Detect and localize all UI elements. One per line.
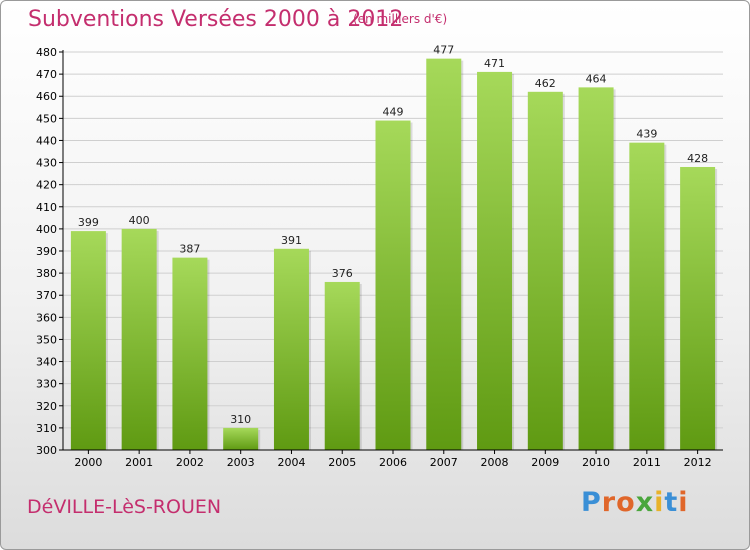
- logo-letter: o: [616, 487, 636, 518]
- logo-letter: t: [664, 487, 679, 518]
- bar-value-label: 391: [281, 234, 302, 247]
- bar-value-label: 376: [332, 267, 353, 280]
- data-labels: 399 400 387 310 391 376 449 477 471 462 464 439 428: [78, 44, 708, 426]
- x-tick-label: 2002: [176, 456, 204, 469]
- x-tick-label: 2004: [277, 456, 305, 469]
- logo-letter: i: [654, 487, 665, 518]
- bar-value-label: 449: [383, 106, 404, 119]
- bar: [578, 87, 614, 450]
- x-tick-label: 2012: [684, 456, 712, 469]
- proxiti-logo[interactable]: Proxiti: [581, 487, 689, 518]
- x-tick-label: 2007: [430, 456, 458, 469]
- commune-name: DéVILLE-LèS-ROUEN: [27, 496, 222, 518]
- bar-value-label: 464: [586, 72, 607, 85]
- y-tick-label: 310: [36, 422, 57, 435]
- bar-value-label: 439: [636, 128, 657, 141]
- x-tick-label: 2009: [531, 456, 559, 469]
- y-tick-label: 410: [36, 201, 57, 214]
- bar-value-label: 387: [179, 243, 200, 256]
- bar: [273, 248, 309, 450]
- logo-letter: i: [678, 487, 689, 518]
- chart-unit: (en milliers d'€): [353, 12, 448, 26]
- y-tick-label: 380: [36, 267, 57, 280]
- x-tick-label: 2003: [227, 456, 255, 469]
- y-tick-label: 340: [36, 356, 57, 369]
- axes: 300 310 320 330 340 350 360 370 380 390 400 410 420 4…: [36, 46, 723, 469]
- x-tick-label: 2008: [481, 456, 509, 469]
- bar-value-label: 471: [484, 57, 505, 70]
- y-tick-label: 420: [36, 179, 57, 192]
- bar: [172, 257, 208, 450]
- y-tick-label: 430: [36, 157, 57, 170]
- bar-value-label: 400: [129, 214, 150, 227]
- y-tick-label: 460: [36, 90, 57, 103]
- y-tick-label: 360: [36, 311, 57, 324]
- y-tick-label: 470: [36, 68, 57, 81]
- bar: [426, 58, 462, 451]
- y-tick-label: 330: [36, 378, 57, 391]
- logo-letter: P: [581, 487, 602, 518]
- y-tick-label: 370: [36, 289, 57, 302]
- bar: [375, 120, 411, 451]
- logo-letter: r: [601, 487, 617, 518]
- logo-letter: x: [635, 487, 655, 518]
- x-tick-label: 2010: [582, 456, 610, 469]
- y-tick-label: 440: [36, 134, 57, 147]
- bar-value-label: 310: [230, 413, 251, 426]
- y-tick-label: 350: [36, 333, 57, 346]
- bar-value-label: 462: [535, 77, 556, 90]
- bar: [527, 91, 563, 451]
- bar: [477, 71, 513, 451]
- bar: [70, 231, 106, 450]
- y-tick-label: 400: [36, 223, 57, 236]
- x-tick-label: 2011: [633, 456, 661, 469]
- y-tick-label: 320: [36, 400, 57, 413]
- bar-value-label: 399: [78, 216, 99, 229]
- y-tick-label: 450: [36, 112, 57, 125]
- chart-title: Subventions Versées 2000 à 2012: [28, 7, 404, 32]
- x-tick-label: 2000: [74, 456, 102, 469]
- bar: [680, 166, 716, 450]
- y-tick-label: 300: [36, 444, 57, 457]
- bars: [70, 58, 718, 451]
- bar-value-label: 428: [687, 152, 708, 165]
- x-tick-label: 2001: [125, 456, 153, 469]
- bar-value-label: 477: [433, 44, 454, 57]
- bar: [629, 142, 665, 450]
- y-tick-label: 480: [36, 46, 57, 59]
- bar: [223, 427, 259, 450]
- bar: [324, 281, 360, 450]
- y-tick-label: 390: [36, 245, 57, 258]
- x-tick-label: 2005: [328, 456, 356, 469]
- bar: [121, 228, 157, 450]
- x-tick-label: 2006: [379, 456, 407, 469]
